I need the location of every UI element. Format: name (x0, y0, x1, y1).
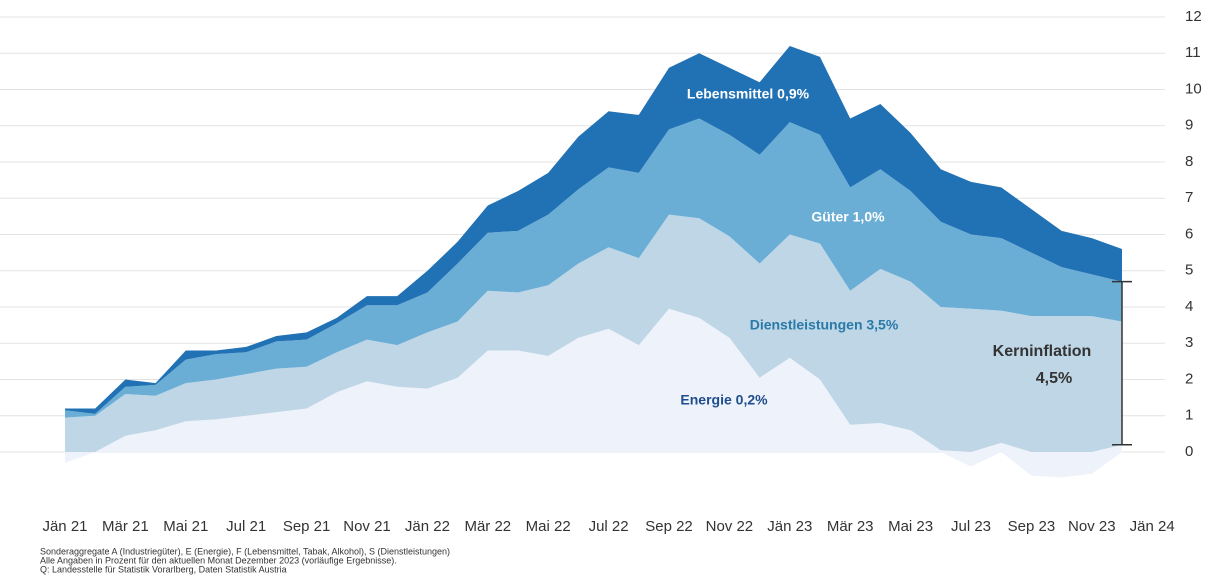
x-tick-label: Jän 24 (1130, 518, 1175, 535)
x-tick-label: Jul 22 (589, 518, 629, 535)
y-tick-label: 5 (1185, 262, 1193, 279)
series-label: Lebensmittel 0,9% (687, 86, 810, 102)
x-tick-label: Mai 21 (163, 518, 208, 535)
area (65, 118, 1122, 418)
x-tick-label: Nov 22 (706, 518, 754, 535)
y-tick-label: 2 (1185, 370, 1193, 387)
annotation: Kerninflation (993, 343, 1092, 360)
y-tick-label: 10 (1185, 80, 1202, 97)
y-tick-label: 6 (1185, 225, 1193, 242)
y-tick-label: 9 (1185, 117, 1193, 134)
y-tick-label: 11 (1185, 44, 1201, 61)
x-tick-label: Sep 21 (283, 518, 331, 535)
series-label: Güter 1,0% (811, 209, 885, 225)
x-tick-label: Nov 21 (343, 518, 391, 535)
x-tick-label: Mai 23 (888, 518, 933, 535)
x-tick-label: Jän 23 (767, 518, 812, 535)
area (65, 46, 1122, 414)
area (65, 214, 1122, 452)
x-tick-label: Nov 23 (1068, 518, 1116, 535)
note: Sonderaggregate A (Industriegüter), E (E… (40, 546, 450, 556)
y-tick-label: 12 (1185, 8, 1202, 25)
note: Alle Angaben in Prozent für den aktuelle… (40, 555, 397, 565)
y-tick-label: 8 (1185, 153, 1193, 170)
x-tick-label: Sep 23 (1008, 518, 1056, 535)
x-tick-label: Jän 21 (42, 518, 87, 535)
area (65, 308, 1122, 478)
x-tick-label: Jul 21 (226, 518, 266, 535)
x-tick-label: Mär 21 (102, 518, 149, 535)
annotation: 4,5% (1036, 370, 1072, 387)
series-label: Dienstleistungen 3,5% (750, 317, 899, 333)
x-tick-label: Mär 22 (464, 518, 511, 535)
y-tick-label: 3 (1185, 334, 1193, 351)
x-tick-label: Mai 22 (526, 518, 571, 535)
y-tick-label: 0 (1185, 443, 1193, 460)
x-tick-label: Sep 22 (645, 518, 693, 535)
x-tick-label: Jul 23 (951, 518, 991, 535)
x-tick-label: Mär 23 (827, 518, 874, 535)
x-tick-label: Jän 22 (405, 518, 450, 535)
note: Q: Landesstelle für Statistik Vorarlberg… (40, 564, 287, 574)
y-tick-label: 1 (1185, 407, 1193, 424)
y-tick-label: 4 (1185, 298, 1193, 315)
y-tick-label: 7 (1185, 189, 1193, 206)
series-label: Energie 0,2% (680, 392, 768, 408)
